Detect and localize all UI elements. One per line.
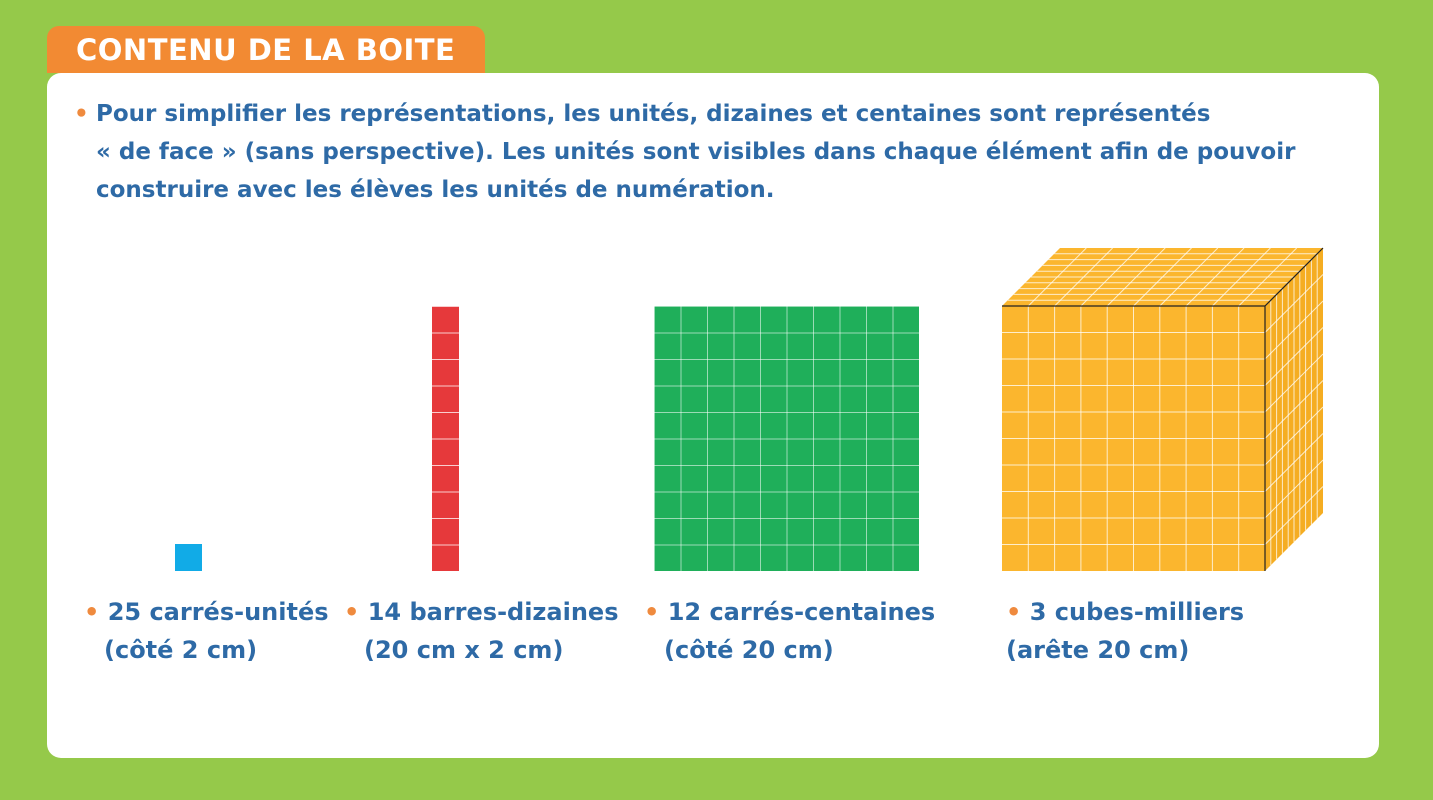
intro-line: « de face » (sans perspective). Les unit… [96,139,1296,165]
caption-title: 3 cubes-milliers [1029,598,1245,626]
caption-thousand-cubes: • 3 cubes-milliers (arête 20 cm) [1006,593,1244,669]
caption-detail: (côté 2 cm) [104,636,258,664]
caption-bullet: • [84,598,100,626]
thousand-cube-illustration [1002,247,1324,571]
unit-square-illustration [175,544,202,571]
intro-line: construire avec les élèves les unités de… [96,177,775,203]
intro-line: Pour simplifier les représentations, les… [96,101,1211,127]
caption-units: • 25 carrés-unités (côté 2 cm) [84,593,329,669]
section-title: CONTENU DE LA BOITE [47,26,486,73]
caption-title: 12 carrés-centaines [667,598,936,626]
intro-paragraph: Pour simplifier les représentations, les… [96,95,1366,209]
caption-title: 14 barres-dizaines [367,598,619,626]
caption-ten-bars: • 14 barres-dizaines (20 cm x 2 cm) [344,593,618,669]
caption-detail: (20 cm x 2 cm) [364,636,564,664]
intro-bullet: • [74,101,89,127]
hundred-square-illustration [654,306,919,571]
caption-bullet: • [1006,598,1022,626]
caption-hundred-squares: • 12 carrés-centaines (côté 20 cm) [644,593,935,669]
caption-detail: (arête 20 cm) [1006,636,1190,664]
caption-detail: (côté 20 cm) [664,636,834,664]
caption-title: 25 carrés-unités [107,598,329,626]
caption-bullet: • [344,598,360,626]
ten-bar-illustration [432,306,459,571]
caption-bullet: • [644,598,660,626]
